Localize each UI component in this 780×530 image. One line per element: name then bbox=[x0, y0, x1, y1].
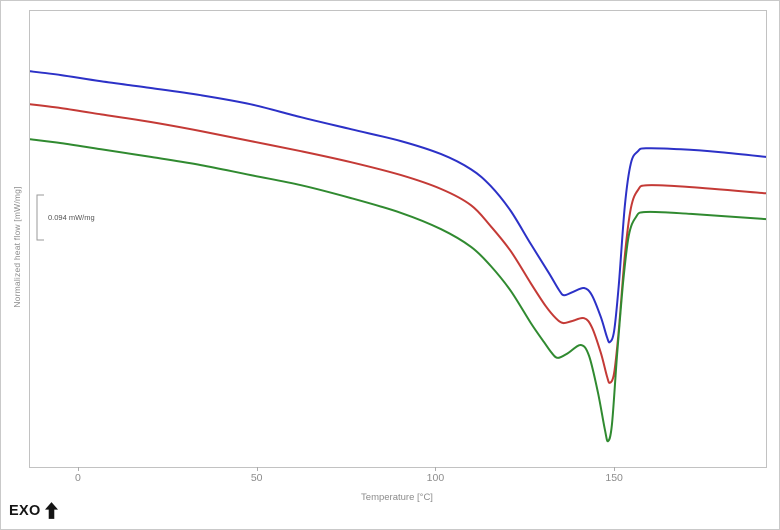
x-axis-ticks: 0 50 100 150 bbox=[29, 467, 765, 497]
x-tick-mark-0 bbox=[77, 467, 79, 471]
dsc-curve-green bbox=[30, 138, 766, 443]
exo-direction-indicator: EXO bbox=[9, 502, 58, 519]
dsc-curves-plot bbox=[30, 70, 766, 443]
x-tick-label-100: 100 bbox=[426, 472, 445, 484]
y-axis-title: Normalized heat flow [mW/mg] bbox=[12, 186, 22, 308]
plot-area: 0.094 mW/mg bbox=[29, 10, 767, 468]
x-tick-mark-150 bbox=[614, 467, 616, 471]
x-tick-label-50: 50 bbox=[250, 472, 263, 484]
exo-up-arrow-icon bbox=[44, 502, 58, 519]
x-tick-mark-50 bbox=[256, 467, 258, 471]
dsc-curve-red bbox=[30, 103, 766, 384]
scale-bar: 0.094 mW/mg bbox=[36, 194, 146, 244]
scale-bar-label: 0.094 mW/mg bbox=[48, 213, 95, 222]
x-tick-label-150: 150 bbox=[605, 472, 623, 484]
dsc-curve-blue bbox=[30, 70, 766, 344]
scale-bar-bracket-icon bbox=[36, 194, 44, 241]
x-axis-title: Temperature [°C] bbox=[361, 492, 433, 503]
x-tick-mark-100 bbox=[435, 467, 437, 471]
exo-label: EXO bbox=[9, 502, 41, 519]
x-tick-label-0: 0 bbox=[75, 472, 81, 484]
